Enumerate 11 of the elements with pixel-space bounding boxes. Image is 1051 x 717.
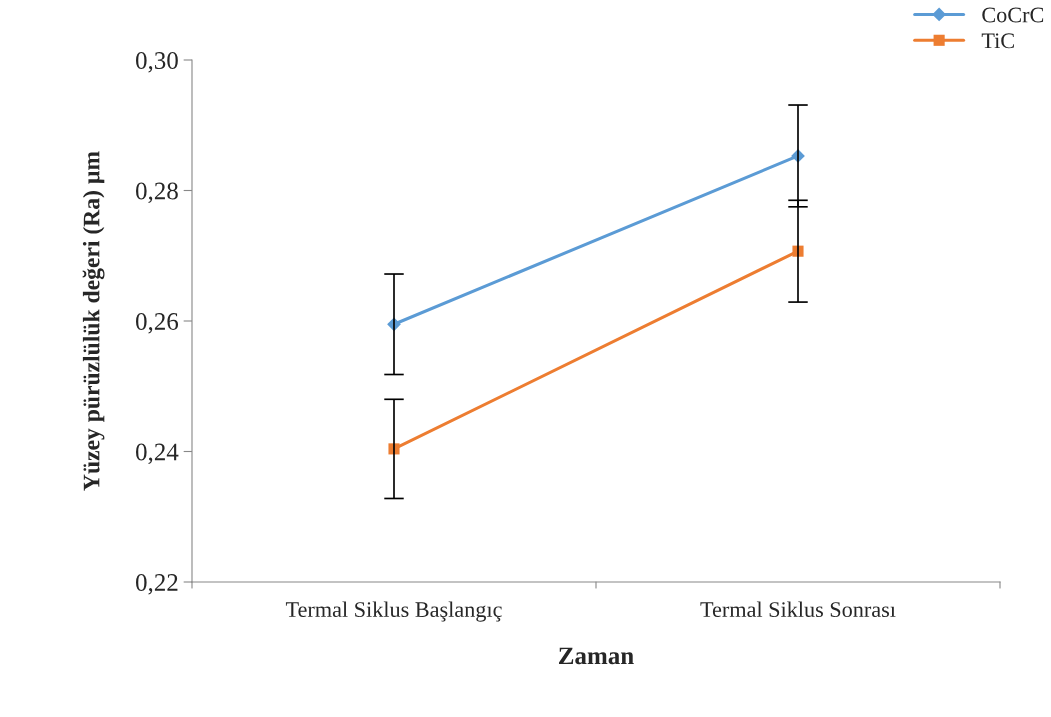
y-tick-label: 0,22 [136,574,178,595]
legend-label: CoCrC [982,7,1044,23]
y-tick-label: 0,30 [136,52,178,73]
y-axis-title: Yüzey pürüzlülük değeri (Ra) µm [82,151,105,491]
y-tick-label: 0,26 [136,313,179,334]
x-tick-label: Termal Siklus Başlangıç [285,601,502,622]
y-tick-label: 0,28 [136,182,178,204]
x-tick-label: Termal Siklus Sonrası [700,601,896,618]
x-axis-title: Zaman [558,647,634,665]
y-tick-label: 0,24 [136,443,179,465]
legend-label: TiC [981,33,1014,49]
